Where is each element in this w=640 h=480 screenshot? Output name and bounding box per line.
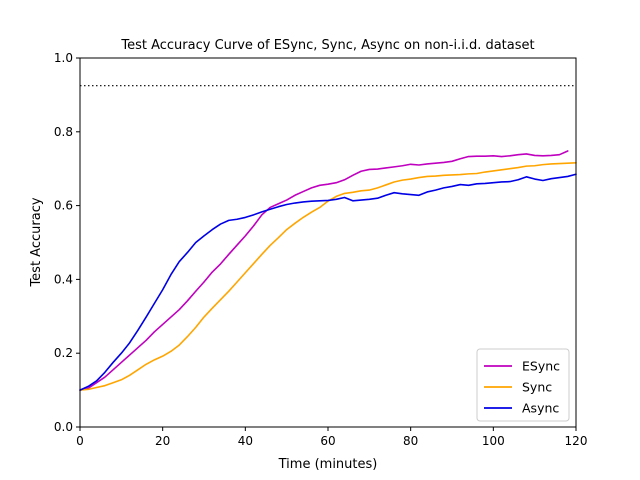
legend-label-esync: ESync xyxy=(522,359,560,374)
x-tick-label: 120 xyxy=(565,434,588,448)
x-axis-ticks: 0 20 40 60 80 100 120 xyxy=(76,427,587,448)
y-tick-label: 0.4 xyxy=(54,272,73,286)
x-tick-label: 60 xyxy=(320,434,335,448)
y-axis-label: Test Accuracy xyxy=(29,197,44,287)
legend-box xyxy=(476,348,570,422)
x-tick-label: 40 xyxy=(238,434,253,448)
x-tick-label: 80 xyxy=(403,434,418,448)
series-line-esync xyxy=(79,150,569,391)
y-tick-label: 0.8 xyxy=(54,125,73,139)
series-line-async xyxy=(79,173,577,391)
y-tick-label: 0.2 xyxy=(54,346,73,360)
y-axis-ticks: 0.0 0.2 0.4 0.6 0.8 1.0 xyxy=(54,51,80,434)
y-tick-label: 0.6 xyxy=(54,199,73,213)
x-tick-label: 0 xyxy=(76,434,84,448)
x-axis-label: Time (minutes) xyxy=(278,457,378,472)
x-tick-label: 100 xyxy=(482,434,505,448)
y-tick-label: 1.0 xyxy=(54,51,73,65)
y-tick-label: 0.0 xyxy=(54,420,73,434)
x-tick-label: 20 xyxy=(155,434,170,448)
plot-lines xyxy=(79,150,577,391)
legend-label-async: Async xyxy=(522,401,559,416)
legend-label-sync: Sync xyxy=(522,380,552,395)
chart-title: Test Accuracy Curve of ESync, Sync, Asyn… xyxy=(120,38,534,53)
legend: ESync Sync Async xyxy=(476,348,570,422)
